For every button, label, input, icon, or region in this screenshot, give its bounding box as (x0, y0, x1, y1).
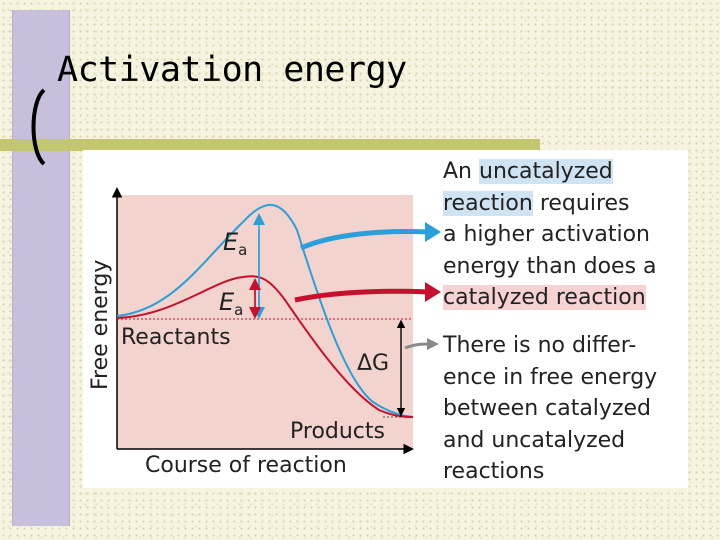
blue-pointer-arrow (299, 229, 430, 251)
y-axis-label: Free energy (88, 260, 113, 390)
products-label: Products (290, 419, 385, 444)
annotation-line: a higher activation (443, 222, 650, 247)
x-axis-label: Course of reaction (145, 453, 347, 478)
annotation-line: reaction requires (443, 190, 630, 216)
ea-catalyzed-label: Ea (219, 288, 243, 319)
annotation-line: reactions (443, 459, 545, 484)
title-underline (0, 139, 540, 151)
annotation-line: catalyzed reaction (443, 285, 646, 310)
annotation-line: An uncatalyzed (443, 159, 613, 184)
gray-pointer-head (427, 338, 439, 350)
annotation-line: between catalyzed (443, 396, 651, 421)
uncatalyzed-annotation: An uncatalyzed reaction requires a highe… (443, 156, 688, 314)
energy-diagram: Ea Ea Reactants ΔG Products Course of re… (88, 187, 441, 478)
annotation-line: ence in free energy (443, 364, 658, 390)
catalyzed-curve (116, 275, 414, 418)
uncatalyzed-curve (116, 204, 414, 418)
reactants-label: Reactants (121, 325, 231, 350)
red-pointer-head (425, 282, 441, 302)
blue-pointer-head (425, 222, 441, 242)
slide-title: Activation energy (57, 50, 407, 90)
annotation-line: There is no differ- (443, 333, 637, 358)
annotation-line: and uncatalyzed (443, 427, 626, 453)
annotation-line: energy than does a (443, 253, 657, 279)
activation-energy-figure: Ea Ea Reactants ΔG Products Course of re… (83, 150, 688, 488)
delta-g-annotation: There is no differ- ence in free energy … (443, 330, 688, 488)
red-pointer-arrow (294, 288, 430, 303)
ea-uncatalyzed-label: Ea (223, 228, 247, 259)
delta-g-label: ΔG (357, 351, 389, 376)
diagram-panel (117, 195, 413, 449)
bracket-decoration (31, 88, 46, 166)
